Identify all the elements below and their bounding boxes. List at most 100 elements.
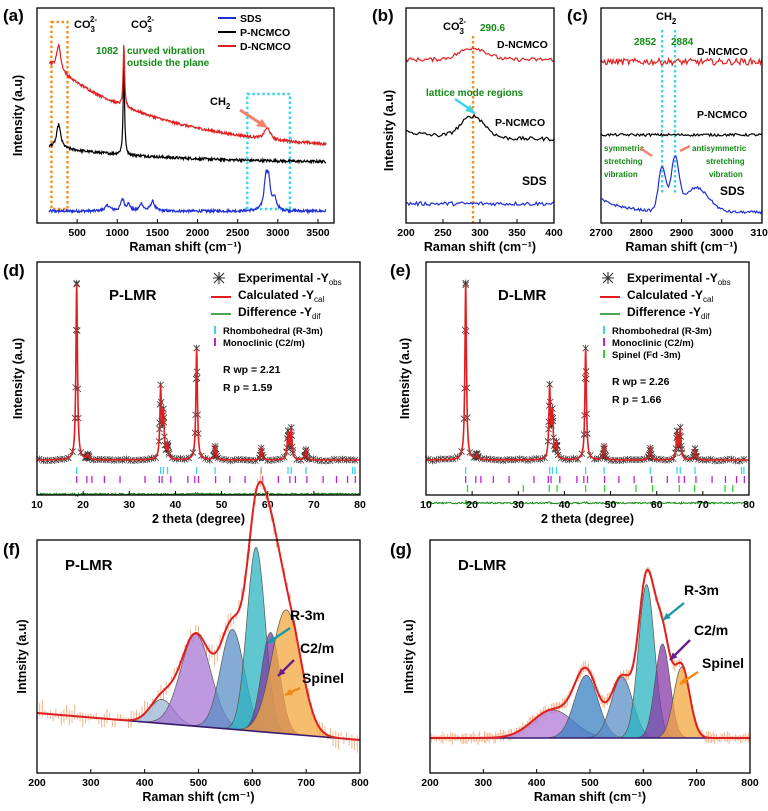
experimental-marker-e <box>532 454 540 462</box>
series-line-c-p-ncmco <box>600 132 762 138</box>
fit-stat-d: R wp = 2.21 <box>223 364 281 376</box>
x-axis-label-c: Raman shift (cm⁻¹) <box>625 240 737 254</box>
x-tick-label-e: 10 <box>420 499 432 511</box>
annotation-sym-1: symmetric <box>604 144 645 153</box>
y-axis-label-f: Intnsity (a.u) <box>15 619 29 693</box>
panel-f: (f) P-LMR R-3m C2/m Spinel 200 300 400 500 600 700… <box>3 469 369 804</box>
panel-label-d: (d) <box>3 261 25 280</box>
x-tick-label-a: 2000 <box>186 227 210 239</box>
x-tick-label-a: 500 <box>68 227 86 239</box>
annotation-co3-b: CO32- <box>443 17 466 36</box>
x-tick-label-c: 2900 <box>670 227 694 239</box>
envelope-line-g <box>430 568 750 739</box>
x-tick-label-a: 3000 <box>266 227 290 239</box>
fit-stat-d: R p = 1.59 <box>223 382 272 394</box>
series-label-b-sds: SDS <box>522 174 547 188</box>
panel-label-b: (b) <box>372 6 394 25</box>
panel-a: (a) SDS P-NCMCO D-NCMCO CO32- CO32- 1082 curved… <box>3 6 335 254</box>
x-tick-label-b: 300 <box>471 227 489 239</box>
x-tick-label-g: 400 <box>528 777 546 789</box>
annotation-co3-a1: CO32- <box>74 15 97 34</box>
experimental-marker-d <box>177 454 184 462</box>
series-line-a-sds <box>48 168 327 215</box>
series-label-c-d: D-NCMCO <box>697 46 748 58</box>
x-tick-label-f: 700 <box>297 777 315 789</box>
y-axis-label-a: Intensity (a.u) <box>11 75 25 156</box>
peak-label-g: R-3m <box>684 582 719 598</box>
legend-symbol-experimental <box>602 272 614 284</box>
legend-entry-d: Difference -Ydif <box>238 305 321 321</box>
peak-arrowhead-f <box>268 636 276 643</box>
arrowhead-ch2-a <box>256 119 268 128</box>
x-tick-label-e: 70 <box>697 499 709 511</box>
peak-arrowhead-g <box>663 612 671 620</box>
plot-frame-d <box>36 261 361 496</box>
x-tick-label-b: 200 <box>397 227 415 239</box>
annotation-ch2-c: CH2 <box>656 11 677 26</box>
x-tick-label-d: 50 <box>216 499 228 511</box>
series-line-a-d-ncmco <box>48 43 327 147</box>
arrowhead-lattice <box>465 105 476 114</box>
x-tick-label-e: 80 <box>743 499 755 511</box>
x-tick-label-d: 20 <box>77 499 89 511</box>
series-line-b-d-ncmco <box>405 46 555 63</box>
annotation-2884: 2884 <box>671 37 694 48</box>
x-tick-label-c: 2800 <box>630 227 654 239</box>
legend-entry-a: P-NCMCO <box>240 27 290 39</box>
y-axis-label-d: Intensity (a.u) <box>11 338 25 419</box>
arrow-anti <box>679 144 691 153</box>
panel-label-c: (c) <box>567 6 588 25</box>
x-tick-label-a: 1500 <box>146 227 170 239</box>
series-label-b-p: P-NCMCO <box>495 117 545 129</box>
peak-label-f: C2/m <box>300 640 334 656</box>
legend-phase-e: Rhombohedral (R-3m) <box>612 326 712 337</box>
panel-title-f: P-LMR <box>65 557 113 574</box>
x-tick-label-d: 60 <box>262 499 274 511</box>
legend-phase-e: Spinel (Fd -3m) <box>612 350 681 361</box>
x-tick-label-a: 3500 <box>306 227 330 239</box>
legend-phase-e: Monoclinic (C2/m) <box>612 338 694 349</box>
panel-label-g: (g) <box>390 540 412 559</box>
annotation-1082: 1082 <box>96 46 119 57</box>
highlight-box-a <box>50 20 69 211</box>
difference-line-d <box>36 491 360 498</box>
annotation-anti-1: antisymmetric <box>692 144 747 153</box>
x-tick-label-c: 3000 <box>710 227 734 239</box>
x-tick-label-e: 20 <box>466 499 478 511</box>
x-tick-label-g: 600 <box>635 777 653 789</box>
x-tick-label-d: 10 <box>31 499 43 511</box>
plot-frame-e <box>425 261 750 496</box>
plot-frame-a <box>36 7 335 224</box>
annotation-anti-2: stretching <box>706 157 745 166</box>
panel-title-g: D-LMR <box>458 557 506 574</box>
peak-arrowhead-g <box>680 677 688 684</box>
highlight-box-a <box>246 92 292 211</box>
peak-label-g: Spinel <box>702 655 744 671</box>
x-tick-label-d: 70 <box>308 499 320 511</box>
panel-g: (g) D-LMR R-3m C2/m Spinel 200 300 400 500 600 700… <box>390 539 759 804</box>
x-axis-label-f: Raman shift (cm⁻¹) <box>142 790 254 804</box>
x-tick-label-f: 200 <box>28 777 46 789</box>
x-axis-label-e: 2 theta (degree) <box>541 512 634 526</box>
legend-entry-d: Experimental -Yobs <box>238 271 342 287</box>
annotation-co3-a2: CO32- <box>131 15 154 34</box>
annotation-2852: 2852 <box>634 37 657 48</box>
x-tick-label-g: 200 <box>421 777 439 789</box>
panel-label-a: (a) <box>3 6 24 25</box>
legend-entry-e: Calculated -Ycal <box>627 288 713 304</box>
x-tick-label-g: 800 <box>741 777 759 789</box>
y-axis-label-e: Intensity (a.u) <box>398 338 412 419</box>
annotation-anti-3: vibration <box>709 170 743 179</box>
x-tick-label-g: 500 <box>581 777 599 789</box>
legend-entry-a: SDS <box>240 13 262 25</box>
calculated-line-e <box>426 283 749 461</box>
series-line-b-p-ncmco <box>406 113 555 142</box>
legend-entry-e: Experimental -Yobs <box>627 271 731 287</box>
arrow-sym <box>639 146 653 158</box>
annotation-lattice: lattice mode regions <box>426 88 524 99</box>
x-tick-label-c: 3100 <box>750 227 768 239</box>
